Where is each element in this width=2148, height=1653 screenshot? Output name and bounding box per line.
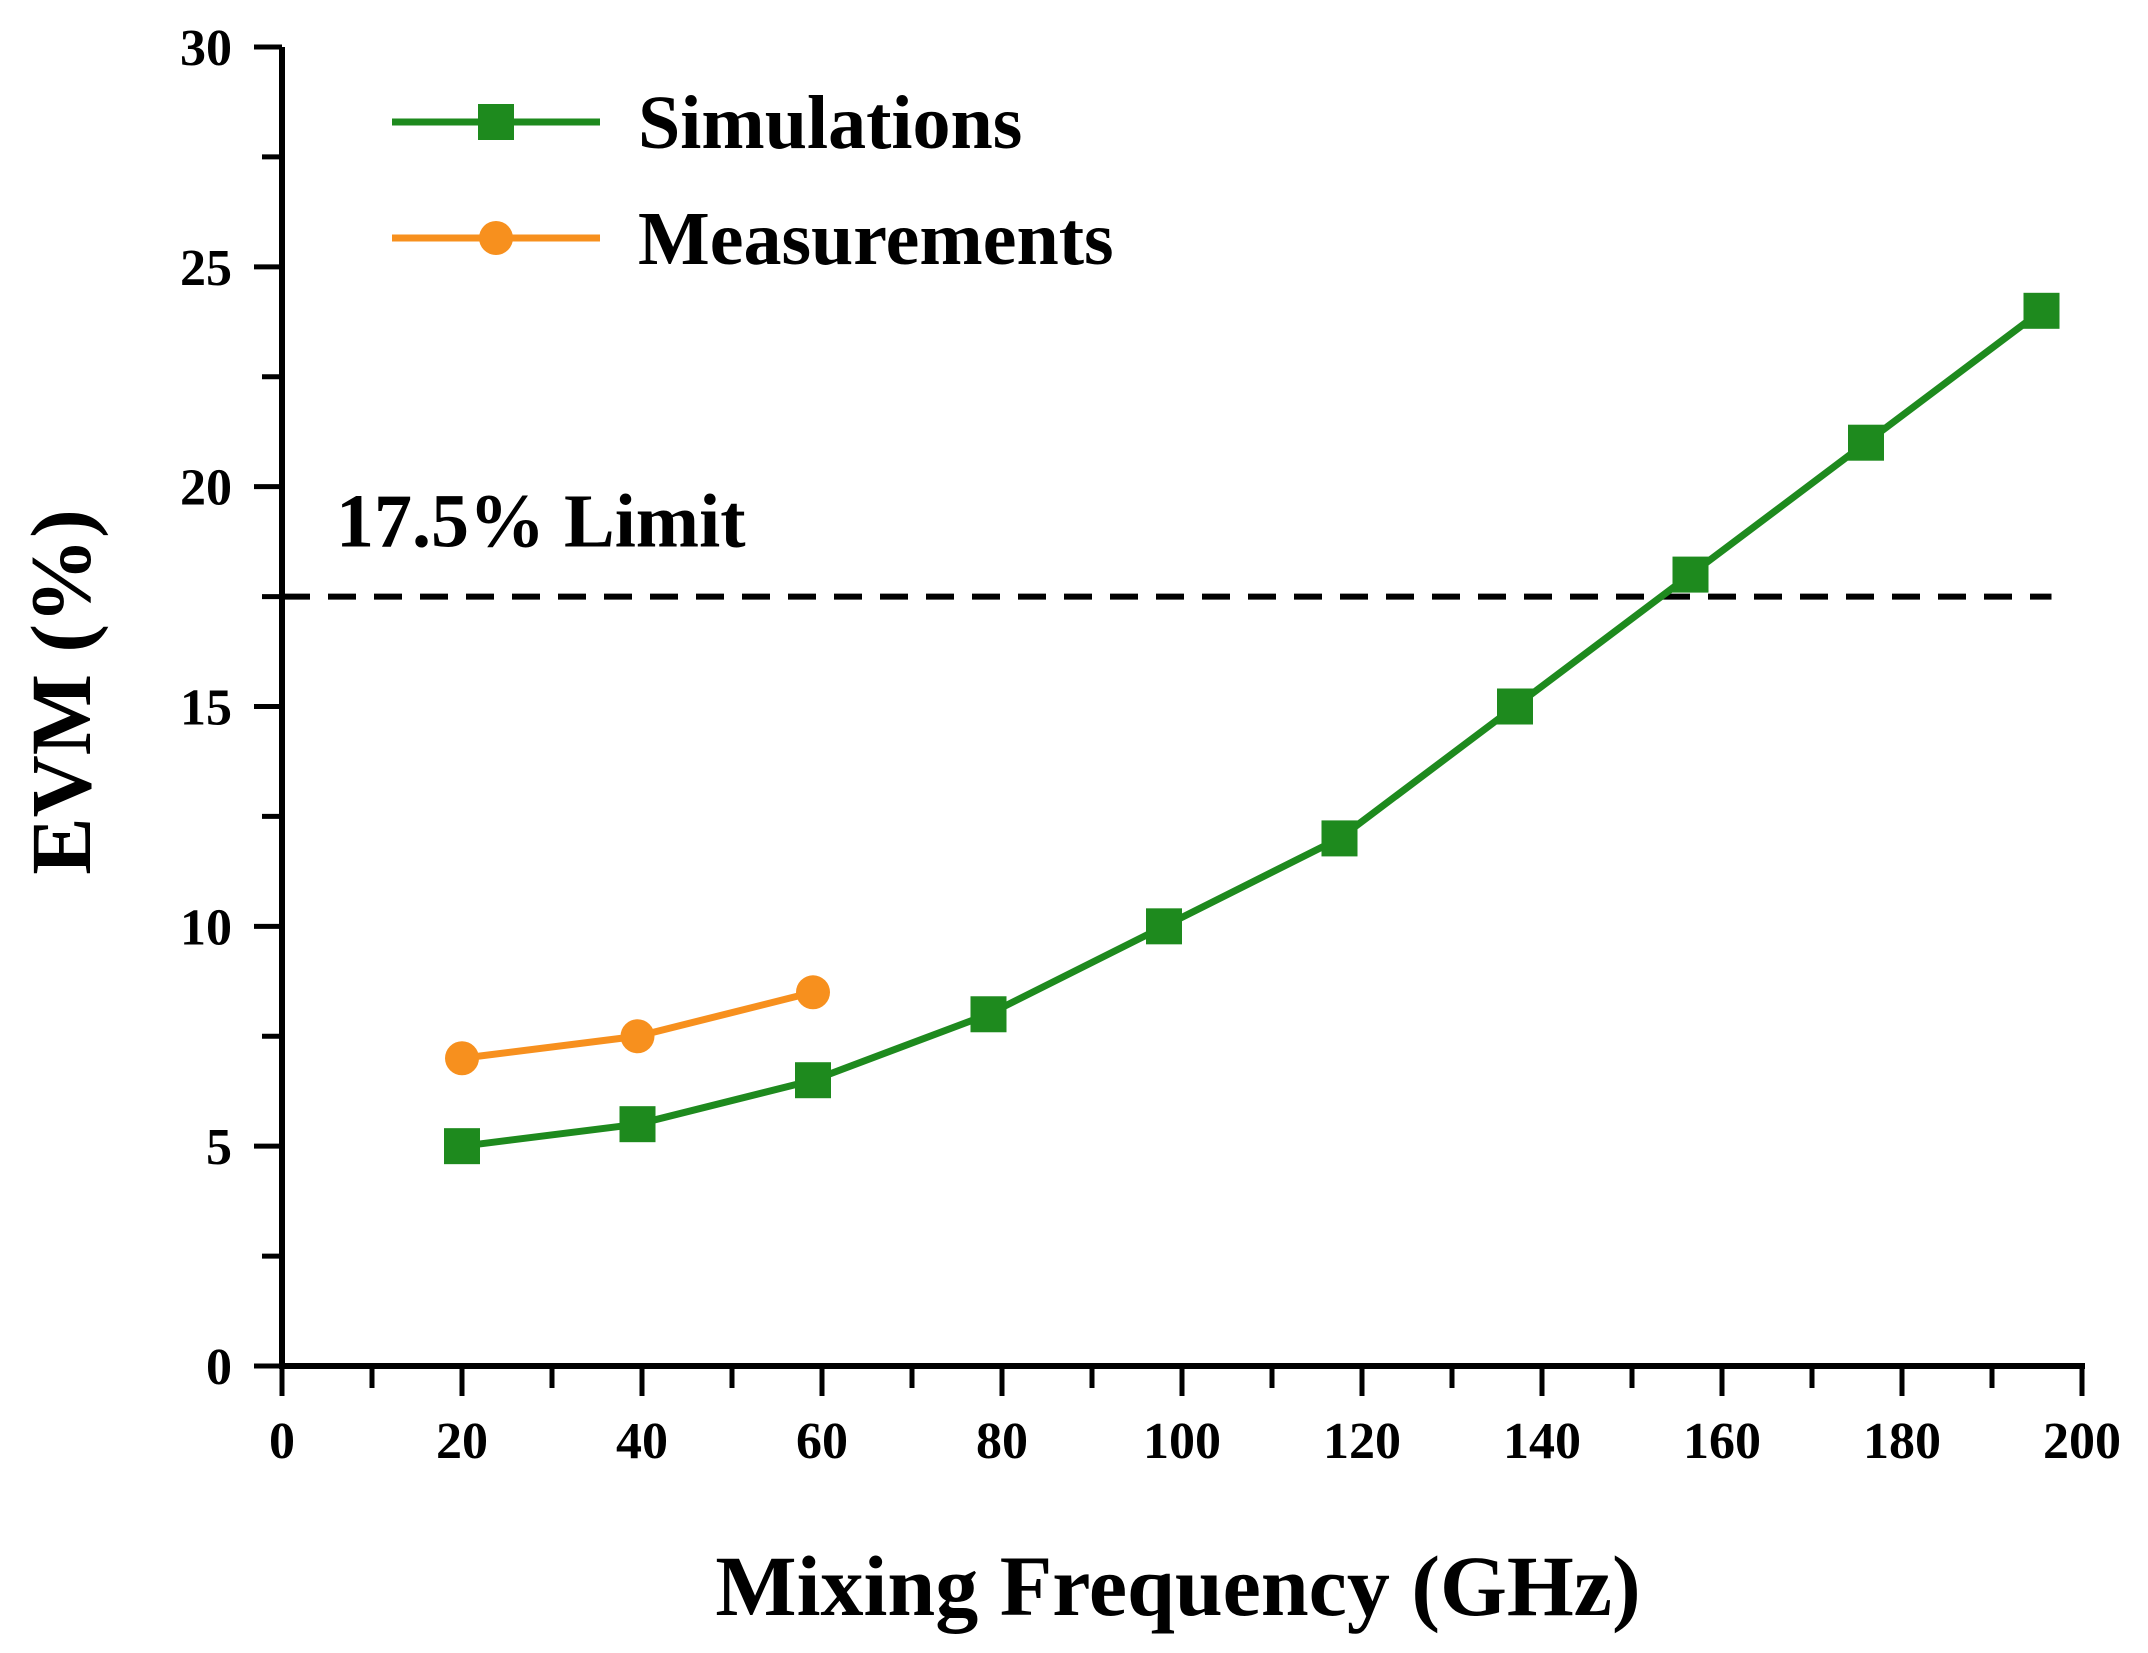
x-tick-label: 140 xyxy=(1503,1413,1581,1470)
y-tick-label: 10 xyxy=(180,899,232,956)
y-tick-label: 0 xyxy=(206,1339,232,1396)
y-tick-label: 20 xyxy=(180,460,232,517)
axes: 0 5 10 15 20 25 30 0 20 40 60 80 100 120 140 160 180 200 xyxy=(180,20,2121,1470)
measurements-marker xyxy=(445,1041,479,1076)
measurements-marker xyxy=(620,1019,655,1054)
x-tick-label: 160 xyxy=(1683,1413,1761,1470)
simulations-marker xyxy=(2023,292,2060,329)
simulations-marker xyxy=(1848,424,1884,461)
series xyxy=(444,292,2060,1165)
legend-simulations-label: Simulations xyxy=(638,81,1022,165)
x-tick-label: 0 xyxy=(269,1413,295,1470)
x-tick-label: 120 xyxy=(1323,1413,1401,1470)
x-tick-label: 180 xyxy=(1863,1413,1941,1470)
y-tick-label: 15 xyxy=(180,680,232,737)
legend-simulations-marker xyxy=(478,104,514,140)
x-tick-label: 60 xyxy=(796,1413,848,1470)
simulations-marker xyxy=(795,1062,831,1099)
x-tick-label: 100 xyxy=(1143,1413,1221,1470)
x-tick-label: 20 xyxy=(436,1413,488,1470)
annotations: 17.5% Limit xyxy=(282,480,2052,600)
measurements-marker xyxy=(796,975,830,1010)
x-tick-label: 80 xyxy=(976,1413,1028,1470)
limit-label: 17.5% Limit xyxy=(336,480,746,564)
legend: Simulations Measurements xyxy=(392,81,1114,281)
legend-measurements-label: Measurements xyxy=(638,197,1114,281)
simulations-marker xyxy=(970,996,1007,1033)
simulations-marker xyxy=(444,1128,480,1165)
simulations-marker xyxy=(1146,908,1182,945)
x-tick-label: 200 xyxy=(2043,1413,2121,1470)
x-tick-label: 40 xyxy=(616,1413,668,1470)
y-tick-label: 25 xyxy=(180,240,232,297)
y-axis-title: EVM (%) xyxy=(13,509,109,874)
simulations-line xyxy=(461,308,2044,1150)
simulations-marker xyxy=(1497,688,1533,725)
simulations-marker xyxy=(619,1106,656,1143)
y-tick-label: 30 xyxy=(180,20,232,77)
simulations-marker xyxy=(1321,820,1358,857)
y-tick-label: 5 xyxy=(206,1119,232,1176)
x-axis-title: Mixing Frequency (GHz) xyxy=(715,1538,1640,1634)
legend-measurements-marker xyxy=(479,221,513,255)
simulations-marker xyxy=(1672,556,1709,593)
